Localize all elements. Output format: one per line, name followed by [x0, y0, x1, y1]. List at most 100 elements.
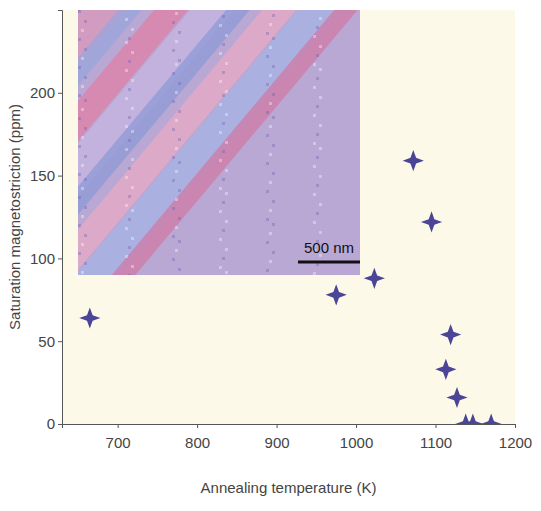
- inset-speckle: [172, 49, 175, 52]
- inset-speckle: [84, 99, 87, 102]
- inset-speckle: [272, 37, 275, 40]
- tick-label: 1200: [499, 434, 532, 451]
- inset-speckle: [313, 63, 316, 66]
- inset-speckle: [272, 65, 275, 68]
- inset-speckle: [84, 234, 87, 237]
- tick: 0: [47, 415, 62, 432]
- inset-speckle: [272, 116, 275, 119]
- inset-speckle: [78, 66, 81, 69]
- inset-speckle: [78, 117, 81, 120]
- tick-label: 700: [106, 434, 131, 451]
- axis-line: [63, 425, 516, 429]
- tick: 900: [265, 424, 290, 451]
- inset-speckle: [172, 258, 175, 261]
- tick: 1100: [420, 424, 452, 451]
- tick-label: 0: [47, 415, 55, 432]
- inset-speckle: [125, 97, 128, 100]
- inset-speckle: [125, 69, 128, 72]
- inset-speckle: [222, 201, 225, 204]
- inset-speckle: [222, 178, 225, 181]
- inset-speckle: [219, 238, 222, 241]
- inset-speckle: [269, 181, 272, 184]
- inset-speckle: [172, 207, 175, 210]
- inset-speckle: [316, 54, 319, 57]
- tick-label: 900: [265, 434, 290, 451]
- tick: 200: [30, 84, 62, 101]
- inset-speckle: [81, 136, 84, 139]
- inset-speckle: [178, 31, 181, 34]
- inset-speckle: [222, 229, 225, 232]
- point: [435, 359, 456, 380]
- inset-speckle: [269, 102, 272, 105]
- tick-label: 100: [30, 250, 55, 267]
- inset-speckle: [266, 134, 269, 137]
- inset-speckle: [313, 272, 316, 275]
- tick: 800: [185, 424, 210, 451]
- inset-speckle: [78, 224, 81, 227]
- inset-speckle: [84, 155, 87, 158]
- points: [79, 150, 502, 424]
- inset-speckle: [225, 113, 228, 116]
- inset-speckle: [178, 189, 181, 192]
- inset-speckle: [266, 111, 269, 114]
- inset-speckle: [84, 178, 87, 181]
- tick-label: 50: [38, 333, 55, 350]
- point: [462, 413, 483, 424]
- inset-speckle: [222, 94, 225, 97]
- inset-speckle: [219, 159, 222, 162]
- inset-speckle: [313, 114, 316, 117]
- inset-speckle: [131, 79, 134, 82]
- inset-speckle: [81, 85, 84, 88]
- inset-speckle: [272, 93, 275, 96]
- x-axis: 700800900100011001200: [63, 424, 533, 451]
- inset-speckle: [128, 37, 131, 40]
- inset-speckle: [225, 90, 228, 93]
- inset-speckle: [313, 35, 316, 38]
- inset-speckle: [172, 156, 175, 159]
- inset-speckle: [131, 51, 134, 54]
- inset-speckle: [172, 100, 175, 103]
- tick-label: 1100: [420, 434, 452, 451]
- inset-speckle: [269, 23, 272, 26]
- tick-mark: [277, 424, 278, 428]
- inset-speckle: [269, 153, 272, 156]
- inset-speckle: [172, 235, 175, 238]
- inset-speckle: [319, 203, 322, 206]
- inset-speckle: [269, 260, 272, 263]
- inset-speckle: [219, 266, 222, 269]
- inset-speckle: [125, 176, 128, 179]
- inset-speckle: [131, 158, 134, 161]
- tick-mark: [356, 424, 357, 428]
- inset-speckle: [78, 38, 81, 41]
- inset-speckle: [125, 227, 128, 230]
- tick: 1200: [499, 424, 532, 451]
- inset-speckle: [178, 217, 181, 220]
- inset-speckle: [316, 133, 319, 136]
- point: [79, 307, 100, 328]
- inset-speckle: [319, 17, 322, 20]
- inset-speckle: [81, 243, 84, 246]
- inset-speckle: [175, 198, 178, 201]
- inset-speckle: [222, 15, 225, 18]
- inset-speckle: [178, 138, 181, 141]
- inset-speckle: [222, 71, 225, 74]
- scale-bar: [298, 261, 360, 264]
- inset-speckle: [269, 232, 272, 235]
- inset-speckle: [175, 147, 178, 150]
- inset-speckle: [222, 122, 225, 125]
- inset-speckle: [84, 206, 87, 209]
- inset-speckle: [319, 68, 322, 71]
- inset-speckle: [272, 144, 275, 147]
- inset-speckle: [178, 82, 181, 85]
- y-axis-title: Saturation magnetostriction (ppm): [6, 104, 23, 330]
- inset-speckle: [219, 103, 222, 106]
- inset-speckle: [131, 107, 134, 110]
- inset-speckle: [84, 20, 87, 23]
- inset-image: [78, 10, 360, 275]
- inset-speckle: [319, 175, 322, 178]
- inset-speckle: [316, 184, 319, 187]
- inset-speckle: [125, 255, 128, 258]
- inset-speckle: [266, 241, 269, 244]
- inset-speckle: [272, 172, 275, 175]
- inset-speckle: [319, 147, 322, 150]
